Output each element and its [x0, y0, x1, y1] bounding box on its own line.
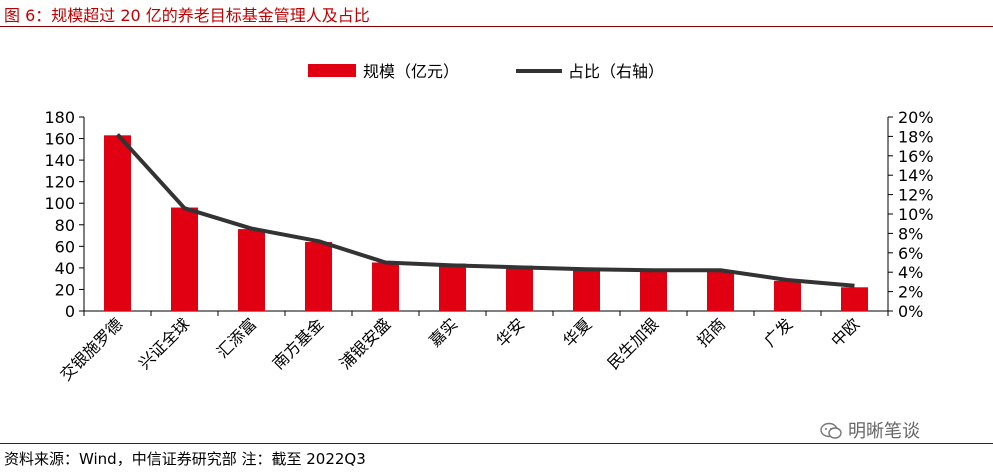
- category-label-7: 华安: [492, 314, 528, 350]
- ratio-line: [116, 133, 855, 288]
- category-label-10: 招商: [693, 314, 729, 350]
- y-right-tick-label: 14%: [898, 166, 934, 185]
- top-rule: [0, 26, 993, 27]
- bar-2: [171, 207, 198, 311]
- y-left-tick-label: 40: [55, 259, 75, 278]
- ratio-series-line: [116, 133, 855, 288]
- y-right-tick-label: 4%: [898, 263, 923, 282]
- y-right-tick-label: 12%: [898, 186, 934, 205]
- bar-3: [238, 229, 265, 311]
- y-left-tick-label: 60: [55, 237, 75, 256]
- y-left-tick-label: 160: [44, 130, 75, 149]
- bar-8: [573, 267, 600, 311]
- bar-6: [439, 263, 466, 311]
- y-left-tick-label: 0: [65, 302, 75, 321]
- legend-bar-swatch: [308, 64, 356, 77]
- wechat-icon: [820, 422, 842, 439]
- category-label-11: 广发: [760, 314, 796, 350]
- source-note: 资料来源：Wind，中信证券研究部 注：截至 2022Q3: [4, 450, 366, 468]
- legend-bar-label: 规模（亿元）: [363, 62, 459, 81]
- bar-10: [707, 271, 734, 311]
- y-left-tick-label: 180: [44, 108, 75, 127]
- bar-9: [640, 270, 667, 311]
- bar-1: [104, 135, 131, 311]
- watermark: 明晰笔谈: [820, 417, 920, 443]
- bottom-rule: [0, 443, 993, 444]
- y-right-tick-label: 18%: [898, 127, 934, 146]
- legend-line-label: 占比（右轴）: [568, 62, 664, 81]
- bar-11: [774, 280, 801, 311]
- category-label-6: 嘉实: [425, 314, 461, 350]
- category-label-12: 中欧: [827, 314, 863, 350]
- y-right-tick-label: 2%: [898, 283, 923, 302]
- bars: [104, 135, 868, 311]
- bar-5: [372, 262, 399, 311]
- y-right-tick-label: 20%: [898, 108, 934, 127]
- bar-4: [305, 242, 332, 311]
- y-right-tick-label: 8%: [898, 224, 923, 243]
- category-label-9: 民生加银: [604, 314, 663, 373]
- y-left-tick-label: 140: [44, 151, 75, 170]
- y-left-tick-label: 120: [44, 173, 75, 192]
- y-right-tick-label: 6%: [898, 244, 923, 263]
- chart: 规模（亿元） 占比（右轴） 0 20 40 60 80 100 120 140 160 180 0%…: [44, 62, 933, 384]
- bar-7: [506, 265, 533, 311]
- legend: 规模（亿元） 占比（右轴）: [308, 62, 664, 81]
- y-left-tick-label: 80: [55, 216, 75, 235]
- category-label-5: 浦银安盛: [336, 314, 395, 373]
- category-label-1: 交银施罗德: [56, 314, 126, 384]
- y-left-tick-label: 20: [55, 280, 75, 299]
- category-label-3: 汇添富: [213, 314, 260, 361]
- category-label-4: 南方基金: [269, 314, 328, 373]
- axes: 0 20 40 60 80 100 120 140 160 180 0%2%4%6%8%10%12%…: [44, 108, 933, 321]
- category-label-2: 兴证全球: [135, 314, 194, 373]
- watermark-text: 明晰笔谈: [848, 421, 920, 442]
- category-labels: 交银施罗德 兴证全球 汇添富 南方基金 浦银安盛 嘉实 华安 华夏 民生加银 招商 广发 中欧: [56, 314, 863, 384]
- figure-title: 图 6：规模超过 20 亿的养老目标基金管理人及占比: [4, 6, 370, 25]
- y-right-tick-label: 10%: [898, 205, 934, 224]
- bar-12: [841, 287, 868, 311]
- category-label-8: 华夏: [559, 314, 595, 350]
- y-left-tick-label: 100: [44, 194, 75, 213]
- y-right-tick-label: 16%: [898, 147, 934, 166]
- y-right-tick-label: 0%: [898, 302, 923, 321]
